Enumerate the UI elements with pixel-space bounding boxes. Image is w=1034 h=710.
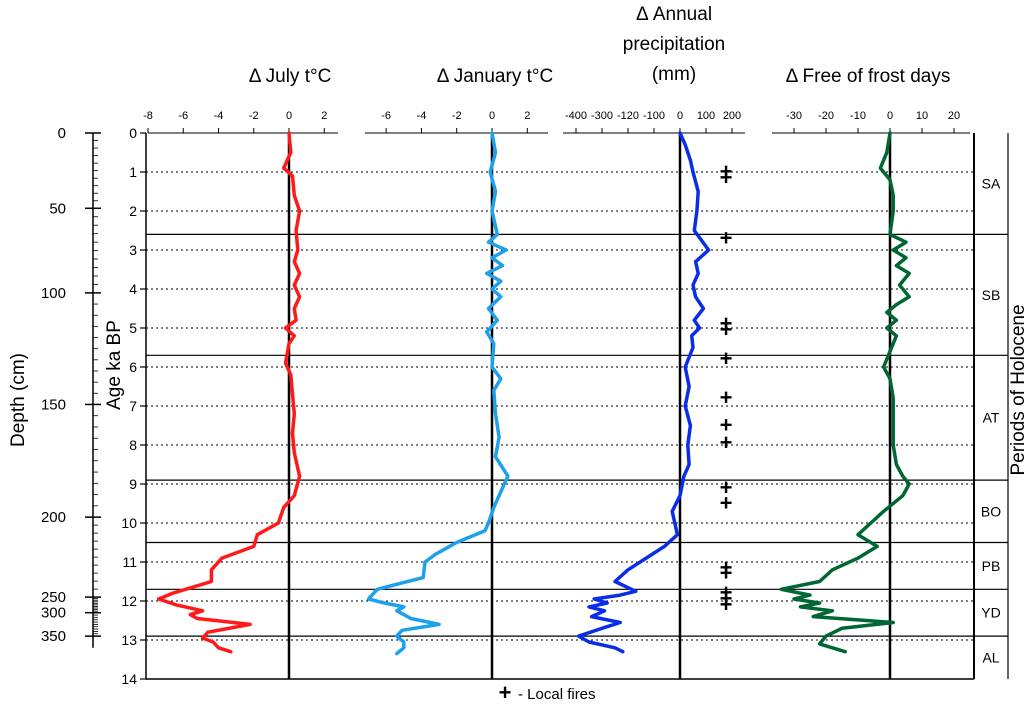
age-tick-label: 6 [129,359,137,375]
panel-tick-label: -2 [249,110,259,122]
depth-tick-label: 100 [41,285,66,302]
panel-tick-label: -6 [381,110,391,122]
period-label-yd: YD [981,605,1000,621]
panel-tick-label: 0 [677,110,683,122]
age-tick-label: 12 [121,593,137,609]
age-tick-label: 11 [122,554,137,570]
age-tick-label: 14 [121,671,137,687]
local-fire-marker: + [720,159,733,184]
period-label-bo: BO [981,503,1001,519]
panel-2: -6 -4 -2 0 2 Δ January t°C [365,66,553,679]
local-fire-marker: + [720,586,733,611]
panel-series-line [366,131,510,656]
periods-axis-title: Periods of Holocene [1008,304,1029,475]
depth-axis-title: Depth (cm) [8,353,29,447]
depth-tick-label: 250 [41,589,66,606]
panel-tick-label: -4 [417,110,427,122]
depth-tick-label: 50 [49,200,66,217]
panel-tick-label: 100 [697,110,715,122]
age-tick-label: 2 [129,203,137,219]
legend-fire-symbol: + [499,680,512,705]
local-fires-markers: ++++++++++++++++ [720,159,733,617]
local-fire-marker: + [720,561,733,586]
panel-series-line [576,131,711,654]
panel-tick-label: -30 [786,110,802,122]
age-tick-label: 1 [129,164,137,180]
panel-tick-label: -6 [178,110,188,122]
panel-3: -400 -300 -120 -100 0 100 200 Δ Annual precipita… [563,4,745,679]
local-fire-marker: + [720,413,733,438]
panel-tick-label: -10 [850,110,866,122]
age-tick-label: 8 [129,437,137,453]
period-label-sa: SA [982,176,1001,192]
depth-tick-label: 200 [41,509,66,526]
local-fire-marker: + [720,491,733,516]
age-tick-label: 7 [129,398,137,414]
panel-tick-label: -4 [214,110,224,122]
panel-tick-label: 2 [524,110,530,122]
local-fire-marker: + [720,225,733,250]
panel-1: -8 -6 -4 -2 0 2 Δ July t°C [143,66,338,679]
age-tick-label: 0 [129,125,137,141]
age-axis-title: Age ka BP [104,320,125,410]
panel-tick-label: 0 [489,110,495,122]
age-tick-label: 9 [129,476,137,492]
local-fire-marker: + [720,430,733,455]
panel-tick-label: 200 [723,110,741,122]
age-tick-label: 5 [129,320,137,336]
local-fire-marker: + [720,555,733,580]
panel-series-line [156,131,302,654]
panel-title: Δ January t°C [437,66,553,87]
panel-title-line: precipitation [623,34,725,55]
panel-tick-label: -100 [643,110,665,122]
panel-tick-label: -300 [591,110,613,122]
panel-title: Δ July t°C [249,66,332,87]
depth-tick-label: 150 [41,396,66,413]
climate-panels: -8 -6 -4 -2 0 2Δ July t°C-6 -4 -2 0 2Δ January t°… [143,4,970,679]
local-fire-marker: + [720,385,733,410]
panel-title: Δ Free of frost days [786,66,951,87]
local-fire-marker: + [720,475,733,500]
age-tick-label: 3 [129,242,137,258]
plot-frame [145,133,975,680]
period-label-al: AL [982,650,999,666]
period-label-pb: PB [982,558,1001,574]
period-labels: SA SB AT BO PB YD AL [981,176,1001,666]
age-tick-label: 13 [121,632,137,648]
panel-tick-label: -20 [818,110,834,122]
panel-tick-label: 2 [321,110,327,122]
depth-tick-label: 0 [58,125,66,142]
age-gridlines [146,171,974,641]
local-fire-marker: + [720,580,733,605]
panel-tick-label: 20 [948,110,960,122]
age-tick-label: 10 [121,515,137,531]
panel-tick-label: -2 [452,110,462,122]
panel-tick-label: 10 [916,110,928,122]
panel-tick-label: -8 [143,110,153,122]
panel-tick-label: 0 [286,110,292,122]
local-fire-marker: + [720,165,733,190]
period-label-sb: SB [982,287,1001,303]
age-tick-label: 4 [129,281,137,297]
local-fire-marker: + [720,346,733,371]
period-label-at: AT [983,410,1000,426]
panel-tick-label: -120 [617,110,639,122]
panel-series-line [779,131,911,654]
legend-fire-label: - Local fires [518,686,596,703]
panel-title-line: Δ Annual [636,4,712,25]
panel-tick-label: -400 [565,110,587,122]
local-fire-marker: + [720,317,733,342]
panel-4: -30 -20 -10 0 10 20 Δ Free of frost days [772,66,970,679]
panel-title-line: (mm) [652,64,696,85]
depth-tick-label: 300 [41,605,66,622]
local-fire-marker: + [720,311,733,336]
legend: + - Local fires [499,680,596,705]
local-fire-marker: + [720,592,733,617]
depth-tick-label: 350 [41,628,66,645]
panel-tick-label: 0 [887,110,893,122]
